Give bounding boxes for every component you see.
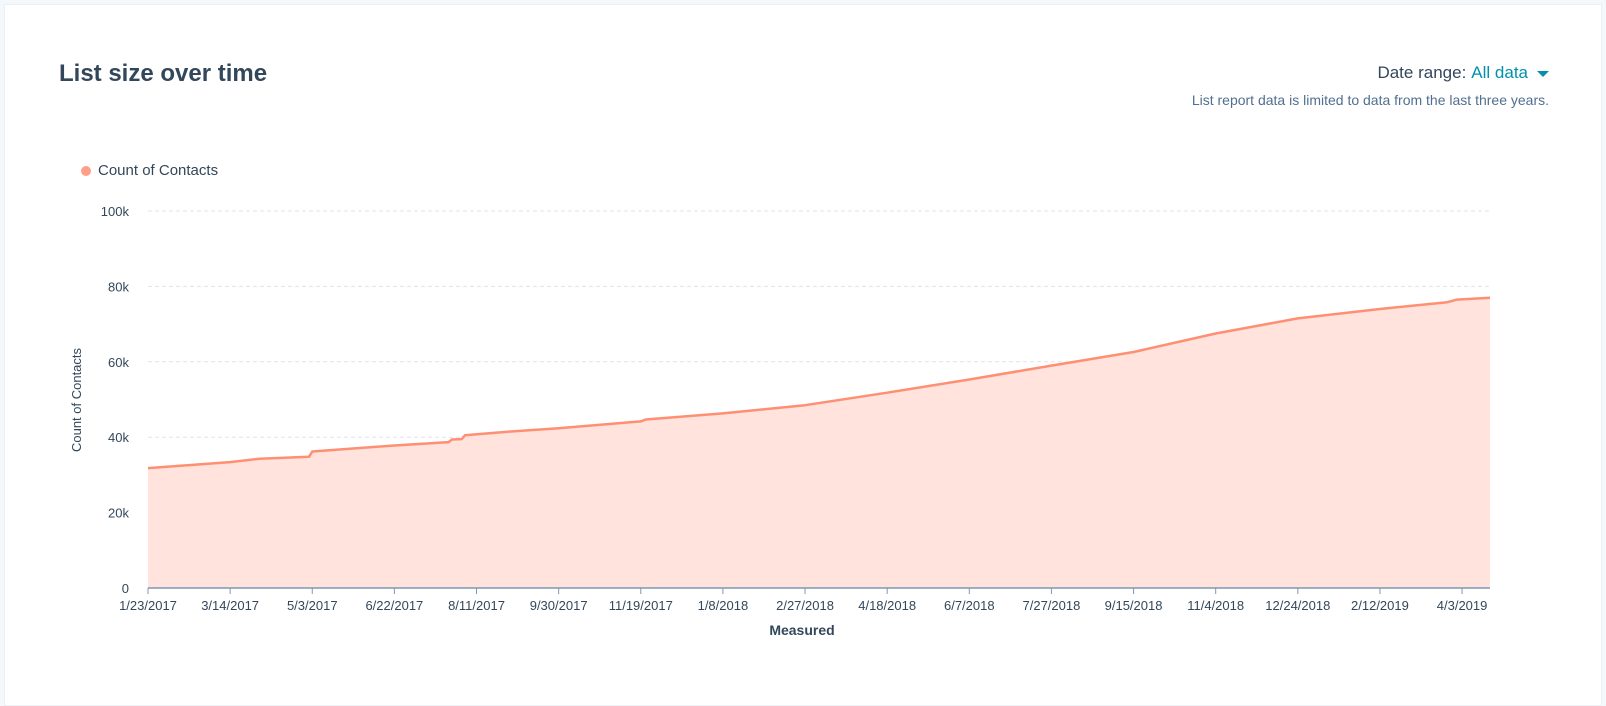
data-point bbox=[145, 465, 151, 471]
x-tick-label: 1/23/2017 bbox=[119, 598, 177, 613]
series-area-fill bbox=[148, 297, 1490, 588]
y-tick-label: 100k bbox=[101, 204, 130, 219]
data-point bbox=[802, 402, 808, 408]
y-axis-label: Count of Contacts bbox=[69, 347, 84, 452]
x-tick-label: 2/27/2018 bbox=[776, 598, 834, 613]
data-limit-note: List report data is limited to data from… bbox=[1191, 92, 1549, 108]
date-range-label: Date range: bbox=[1377, 63, 1467, 82]
data-point bbox=[306, 454, 312, 460]
x-tick-label: 3/14/2017 bbox=[201, 598, 259, 613]
data-point bbox=[720, 410, 726, 416]
data-point bbox=[309, 449, 315, 455]
y-tick-label: 40k bbox=[108, 430, 129, 445]
data-point bbox=[508, 429, 514, 435]
data-point bbox=[1295, 315, 1301, 321]
data-point bbox=[1454, 297, 1460, 303]
x-tick-label: 4/18/2018 bbox=[858, 598, 916, 613]
x-tick-label: 9/30/2017 bbox=[530, 598, 588, 613]
data-point bbox=[1131, 349, 1137, 355]
date-range-control[interactable]: Date range: All data bbox=[1377, 63, 1549, 83]
x-axis-ticks: 1/23/2017 3/14/2017 5/3/2017 6/22/2017 8/11/… bbox=[119, 588, 1487, 613]
x-tick-label: 7/27/2018 bbox=[1023, 598, 1081, 613]
data-point bbox=[391, 443, 397, 449]
y-tick-label: 80k bbox=[108, 279, 129, 294]
x-tick-label: 11/4/2018 bbox=[1187, 598, 1244, 613]
data-point bbox=[643, 417, 649, 423]
x-tick-label: 6/22/2017 bbox=[365, 598, 423, 613]
legend-label: Count of Contacts bbox=[98, 162, 219, 179]
report-title: List size over time bbox=[59, 60, 268, 87]
x-tick-label: 5/3/2017 bbox=[287, 598, 338, 613]
data-point bbox=[1048, 363, 1054, 369]
y-tick-label: 20k bbox=[108, 506, 129, 521]
data-point bbox=[227, 459, 233, 465]
caret-down-icon[interactable] bbox=[1537, 71, 1549, 77]
y-tick-label: 0 bbox=[122, 581, 129, 596]
chart-legend[interactable]: Count of Contacts bbox=[81, 162, 218, 179]
x-tick-label: 11/19/2017 bbox=[609, 598, 673, 613]
y-tick-label: 60k bbox=[108, 355, 129, 370]
x-tick-label: 4/3/2019 bbox=[1437, 598, 1488, 613]
series-area bbox=[145, 295, 1493, 588]
data-point bbox=[462, 432, 468, 438]
y-axis-ticks: 0 20k 40k 60k 80k 100k bbox=[101, 204, 130, 596]
x-tick-label: 2/12/2019 bbox=[1351, 598, 1409, 613]
x-tick-label: 1/8/2018 bbox=[698, 598, 749, 613]
data-point bbox=[1487, 295, 1493, 301]
series-line bbox=[147, 296, 1491, 470]
data-point bbox=[966, 377, 972, 383]
x-tick-label: 12/24/2018 bbox=[1265, 598, 1330, 613]
x-tick-label: 6/7/2018 bbox=[944, 598, 995, 613]
x-tick-label: 8/11/2017 bbox=[448, 598, 505, 613]
data-point bbox=[1213, 331, 1219, 337]
data-point bbox=[556, 425, 562, 431]
date-range-dropdown[interactable]: All data bbox=[1471, 63, 1528, 82]
x-tick-label: 9/15/2018 bbox=[1105, 598, 1163, 613]
data-point bbox=[449, 437, 455, 443]
data-point bbox=[257, 456, 263, 462]
data-point bbox=[1444, 299, 1450, 305]
data-point bbox=[884, 390, 890, 396]
x-axis-label: Measured bbox=[769, 622, 834, 638]
data-point bbox=[1377, 306, 1383, 312]
legend-dot-icon bbox=[81, 165, 91, 176]
